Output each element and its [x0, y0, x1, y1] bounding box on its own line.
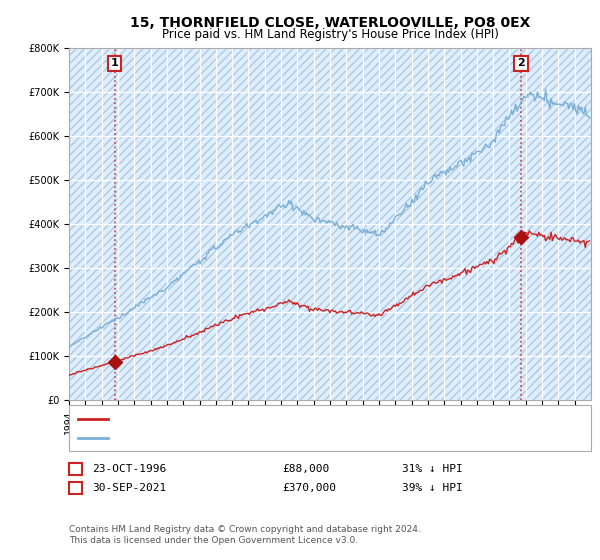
Text: Price paid vs. HM Land Registry's House Price Index (HPI): Price paid vs. HM Land Registry's House …	[161, 28, 499, 41]
Text: 2: 2	[517, 58, 525, 68]
Text: 23-OCT-1996: 23-OCT-1996	[92, 464, 167, 474]
Text: 15, THORNFIELD CLOSE, WATERLOOVILLE, PO8 0EX (detached house): 15, THORNFIELD CLOSE, WATERLOOVILLE, PO8…	[115, 414, 477, 424]
Text: Contains HM Land Registry data © Crown copyright and database right 2024.
This d: Contains HM Land Registry data © Crown c…	[69, 525, 421, 545]
Text: 15, THORNFIELD CLOSE, WATERLOOVILLE, PO8 0EX: 15, THORNFIELD CLOSE, WATERLOOVILLE, PO8…	[130, 16, 530, 30]
Text: 1: 1	[110, 58, 118, 68]
Text: 1: 1	[72, 464, 79, 474]
Text: 31% ↓ HPI: 31% ↓ HPI	[402, 464, 463, 474]
Text: 39% ↓ HPI: 39% ↓ HPI	[402, 483, 463, 493]
Text: HPI: Average price, detached house, East Hampshire: HPI: Average price, detached house, East…	[115, 433, 391, 443]
Text: 2: 2	[72, 483, 79, 493]
Text: £88,000: £88,000	[282, 464, 329, 474]
Text: £370,000: £370,000	[282, 483, 336, 493]
Text: 30-SEP-2021: 30-SEP-2021	[92, 483, 167, 493]
